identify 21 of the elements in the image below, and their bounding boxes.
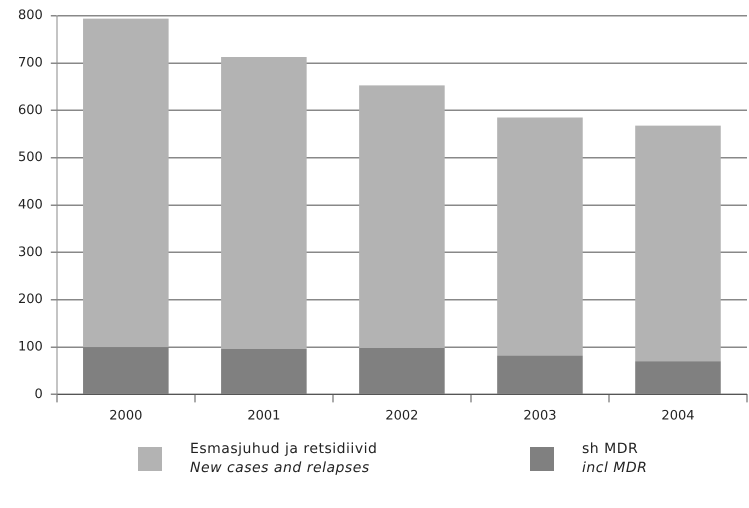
x-tick-label: 2002 [385,408,418,424]
y-tick-label: 800 [18,8,43,24]
y-tick-label: 100 [18,339,43,354]
bar [83,18,169,348]
x-tick-label: 2004 [661,408,695,424]
legend-label: sh MDR incl MDR [582,440,648,478]
bar [359,85,445,348]
y-tick-label: 400 [18,197,43,212]
y-tick-label: 0 [34,386,43,402]
x-tick-label: 2003 [523,408,556,424]
bar [221,56,307,349]
x-tick-label: 2001 [247,408,280,424]
bar [497,118,583,356]
y-tick-label: 200 [18,292,43,308]
y-tick-label: 700 [18,56,43,70]
x-tick-label: 2000 [109,408,142,424]
legend-label: Esmasjuhud ja retsidiivid New cases and relapses [190,440,378,478]
bar [635,126,721,362]
y-tick-label: 300 [18,244,43,260]
y-tick-label: 500 [18,150,43,166]
y-tick-label: 600 [18,102,43,118]
